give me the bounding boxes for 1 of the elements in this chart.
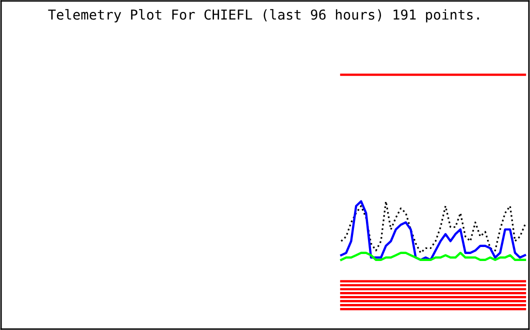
chart-title: Telemetry Plot For CHIEFL (last 96 hours) 191 points. [48,9,479,22]
